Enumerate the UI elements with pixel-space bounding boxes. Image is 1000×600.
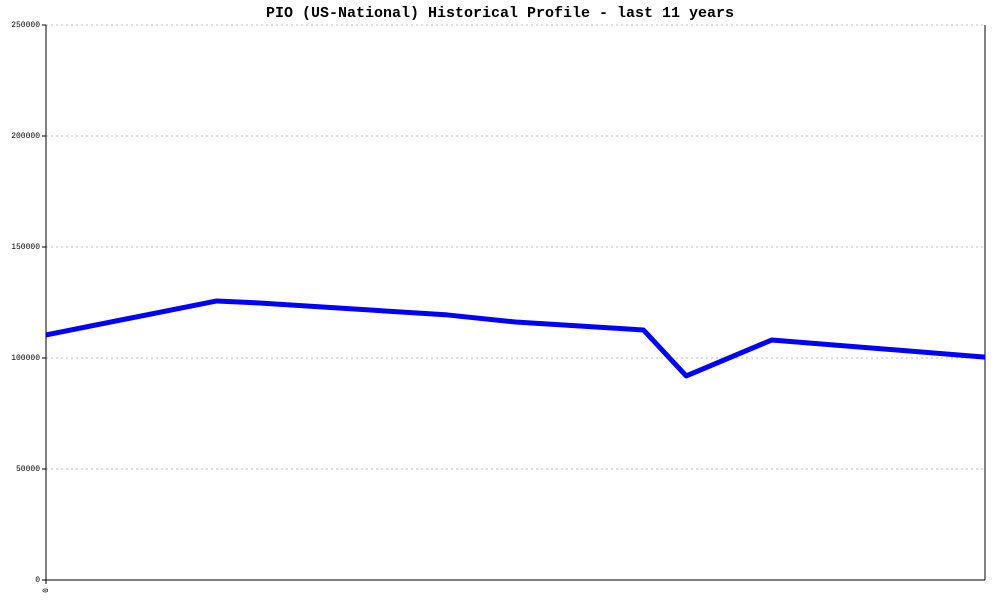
y-tick-label: 150000 bbox=[11, 243, 40, 252]
chart-title: PIO (US-National) Historical Profile - l… bbox=[266, 5, 734, 22]
data-line bbox=[45, 298, 986, 379]
y-tick-label: 50000 bbox=[16, 465, 40, 474]
y-tick-label: 100000 bbox=[11, 354, 40, 363]
x-tick-label: 0 bbox=[42, 588, 51, 593]
y-tick-label: 200000 bbox=[11, 132, 40, 141]
y-tick-label: 0 bbox=[35, 576, 40, 585]
y-tick-label: 250000 bbox=[11, 21, 40, 30]
